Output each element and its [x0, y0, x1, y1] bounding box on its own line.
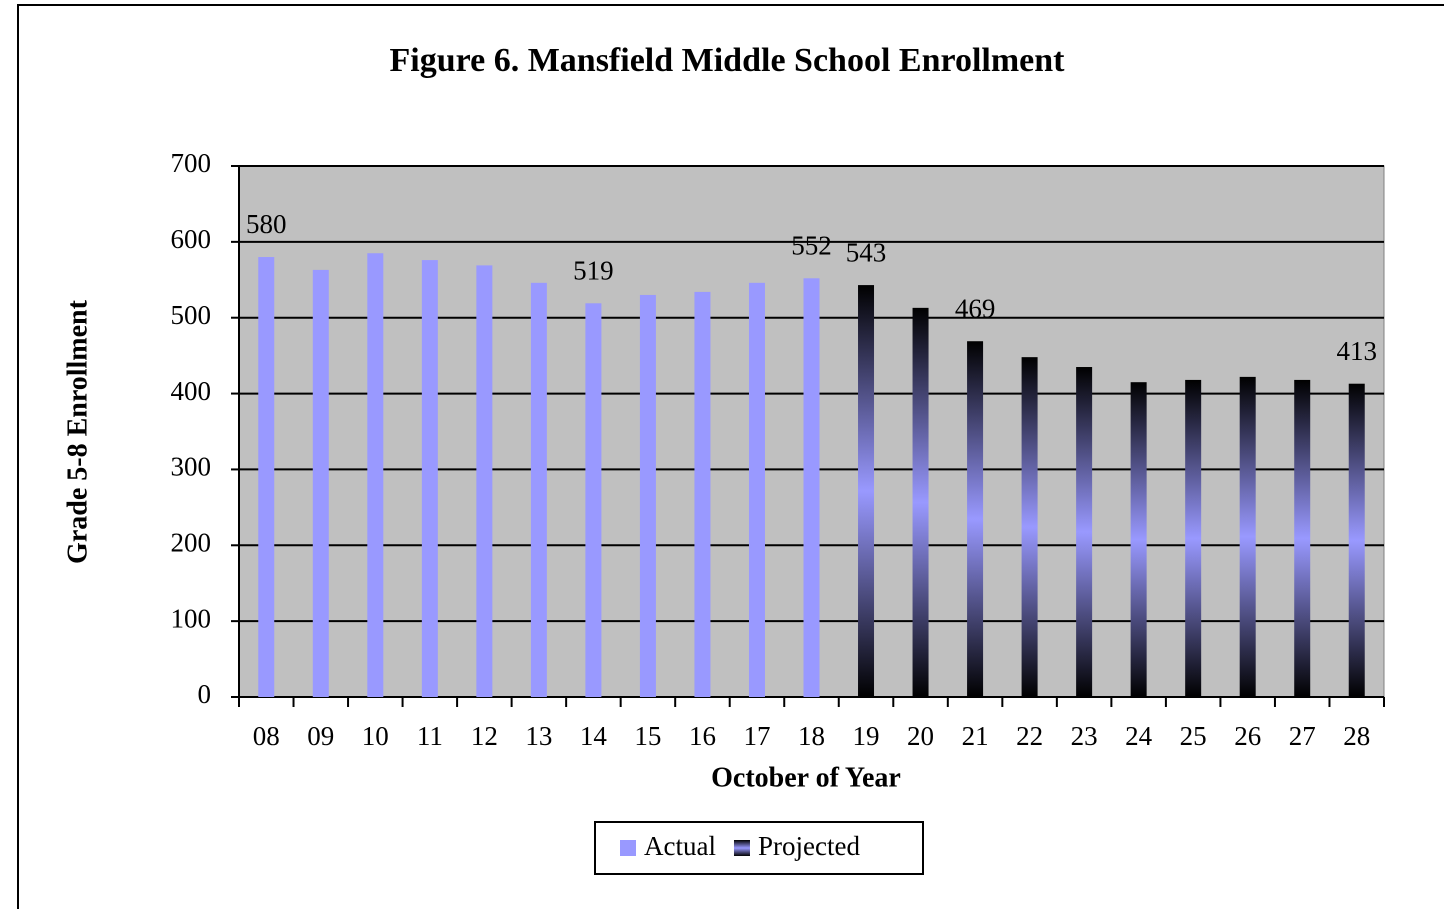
bar — [585, 303, 602, 697]
bar — [694, 291, 711, 697]
x-tick-label: 27 — [1289, 721, 1316, 751]
x-tick-label: 08 — [253, 721, 280, 751]
y-tick-label: 0 — [198, 679, 212, 709]
x-tick-label: 09 — [307, 721, 334, 751]
data-label: 413 — [1336, 336, 1377, 366]
x-tick-label: 17 — [743, 721, 770, 751]
legend-swatch — [620, 840, 636, 856]
x-tick-label: 25 — [1180, 721, 1207, 751]
bar — [258, 257, 275, 697]
x-tick-label: 11 — [417, 721, 443, 751]
data-label: 552 — [791, 230, 832, 260]
chart-title: Figure 6. Mansfield Middle School Enroll… — [390, 42, 1066, 79]
x-tick-label: 15 — [634, 721, 661, 751]
bar — [530, 282, 547, 697]
legend: Actual Projected — [594, 821, 924, 875]
bar — [1239, 376, 1256, 697]
y-axis-title: Grade 5-8 Enrollment — [62, 299, 93, 564]
bar — [312, 269, 329, 697]
bar — [967, 341, 984, 697]
y-tick-label: 100 — [171, 603, 212, 633]
y-tick-label: 300 — [171, 452, 212, 482]
bar — [748, 282, 765, 697]
bar — [1348, 383, 1365, 697]
data-label: 580 — [246, 209, 287, 239]
bar — [421, 260, 438, 697]
y-tick-label: 200 — [171, 527, 212, 557]
bar — [858, 285, 875, 697]
x-tick-label: 13 — [525, 721, 552, 751]
x-tick-label: 18 — [798, 721, 825, 751]
data-label: 519 — [573, 256, 614, 286]
bar — [912, 307, 929, 697]
bar — [639, 294, 656, 697]
x-tick-label: 24 — [1125, 721, 1153, 751]
x-tick-label: 21 — [962, 721, 989, 751]
legend-label: Projected — [758, 831, 860, 861]
x-tick-label: 20 — [907, 721, 934, 751]
bar — [1076, 367, 1093, 697]
legend-box — [594, 821, 924, 875]
bar — [1185, 379, 1202, 697]
legend-label: Actual — [644, 831, 716, 861]
x-tick-label: 10 — [362, 721, 389, 751]
bar — [1021, 357, 1038, 697]
y-tick-label: 400 — [171, 376, 212, 406]
y-tick-label: 500 — [171, 300, 212, 330]
x-tick-label: 28 — [1343, 721, 1370, 751]
bar — [803, 278, 820, 697]
x-tick-label: 14 — [580, 721, 608, 751]
x-tick-label: 23 — [1071, 721, 1098, 751]
data-label: 543 — [846, 237, 887, 267]
legend-swatch — [733, 840, 750, 856]
x-tick-label: 16 — [689, 721, 716, 751]
bar — [1130, 382, 1147, 697]
x-tick-label: 26 — [1234, 721, 1261, 751]
x-tick-label: 22 — [1016, 721, 1043, 751]
bar — [367, 253, 384, 697]
y-tick-label: 700 — [171, 148, 212, 178]
y-tick-label: 600 — [171, 224, 212, 254]
bar — [1294, 379, 1311, 697]
x-axis-title: October of Year — [711, 762, 901, 793]
x-tick-label: 19 — [853, 721, 880, 751]
data-label: 469 — [955, 293, 996, 323]
x-tick-label: 12 — [471, 721, 498, 751]
bar — [476, 265, 493, 697]
